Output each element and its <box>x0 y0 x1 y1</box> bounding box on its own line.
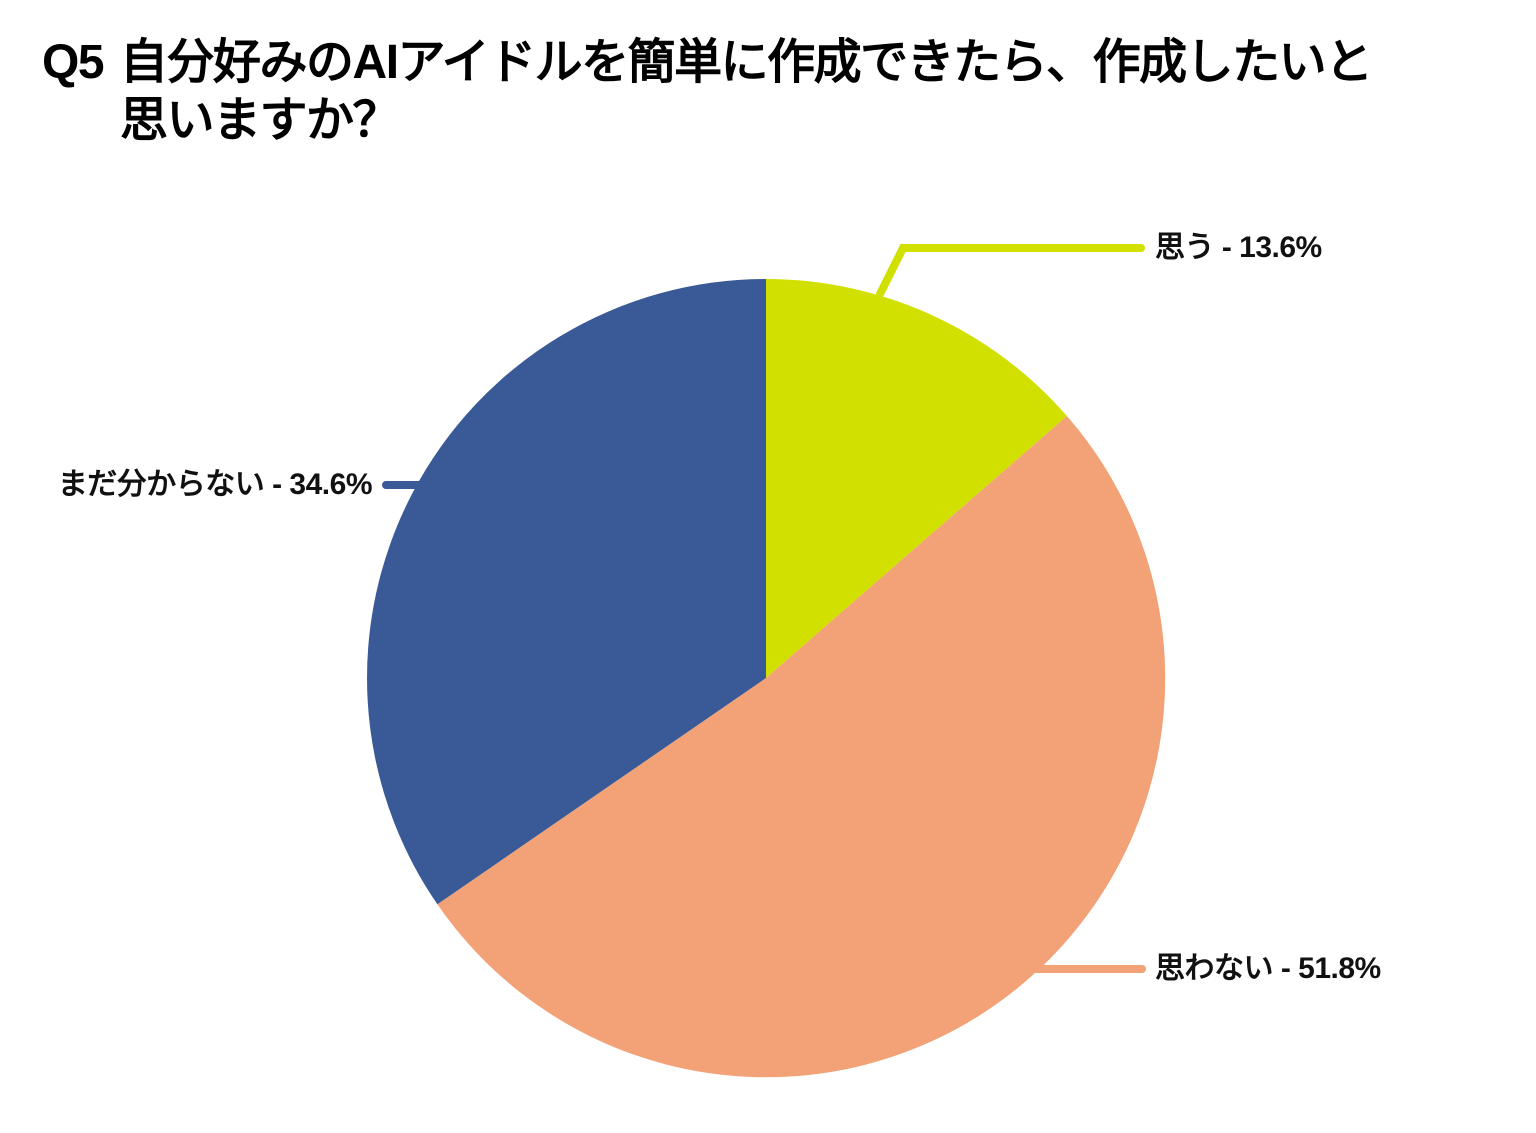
question-title: Q5 自分好みのAIアイドルを簡単に作成できたら、作成したいと 思いますか？ <box>42 34 1373 150</box>
pie-slice-dont-think-so <box>437 416 1166 1078</box>
question-title-line1: 自分好みのAIアイドルを簡単に作成できたら、作成したいと <box>120 36 1373 89</box>
slice-callout-not-sure-yet: まだ分からない - 34.6% <box>57 468 373 501</box>
pie-slice-think-so <box>766 279 1067 678</box>
leader-line-think-so <box>876 244 1145 298</box>
question-title-line2: 思いますか？ <box>120 94 401 147</box>
question-title-text: 自分好みのAIアイドルを簡単に作成できたら、作成したいと 思いますか？ <box>120 34 1373 150</box>
question-number: Q5 <box>42 36 105 89</box>
slice-callout-dont-think-so: 思わない - 51.8% <box>1155 952 1381 985</box>
slice-callout-think-so: 思う - 13.6% <box>1155 231 1322 264</box>
pie-slice-not-sure-yet <box>367 279 766 905</box>
